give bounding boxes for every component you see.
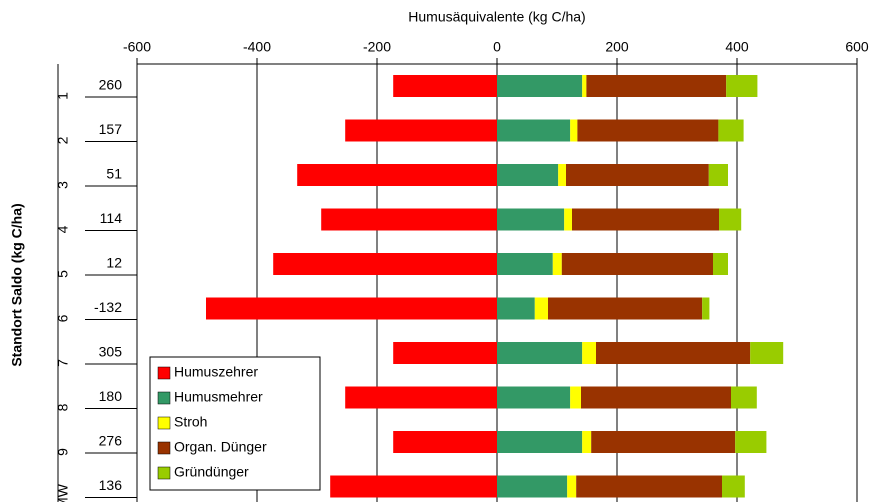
saldo-label: 260 bbox=[99, 77, 123, 93]
bar-segment bbox=[393, 431, 497, 453]
x-axis-title: Humusäquivalente (kg C/ha) bbox=[408, 9, 585, 25]
saldo-label: 305 bbox=[99, 344, 123, 360]
x-tick-label: 600 bbox=[845, 39, 869, 55]
legend-label: Organ. Dünger bbox=[174, 439, 267, 455]
bar-segment bbox=[722, 475, 745, 498]
bar-segment bbox=[206, 297, 497, 320]
saldo-label: 180 bbox=[99, 388, 123, 404]
bar-segment bbox=[497, 431, 583, 453]
bar-segment bbox=[330, 475, 497, 498]
bar-segment bbox=[497, 253, 553, 275]
bar-segment bbox=[570, 119, 578, 142]
bar-segment bbox=[321, 208, 497, 231]
bar-segment bbox=[582, 75, 587, 97]
legend-swatch bbox=[157, 441, 171, 455]
category-label: 1 bbox=[55, 92, 71, 100]
bar-segment bbox=[713, 253, 728, 275]
bar-segment bbox=[582, 342, 596, 364]
x-tick-label: -400 bbox=[243, 39, 271, 55]
category-label: 6 bbox=[55, 314, 71, 322]
bar-segment bbox=[708, 164, 728, 186]
bar-segment bbox=[719, 208, 742, 231]
category-label: 8 bbox=[55, 403, 71, 411]
bar-segment bbox=[548, 297, 703, 320]
x-tick-label: 0 bbox=[493, 39, 501, 55]
bar-segment bbox=[750, 342, 784, 364]
bar-segment bbox=[497, 386, 571, 409]
saldo-label: -132 bbox=[94, 299, 122, 315]
bar-segment bbox=[497, 119, 571, 142]
bar-segment bbox=[345, 386, 497, 409]
bar-segment bbox=[726, 75, 758, 97]
bar-segment bbox=[497, 208, 565, 231]
bar-segment bbox=[497, 297, 535, 320]
bar-segment bbox=[345, 119, 497, 142]
saldo-label: 51 bbox=[106, 166, 122, 182]
bar-segment bbox=[558, 164, 566, 186]
x-tick-label: -200 bbox=[363, 39, 391, 55]
bar-segment bbox=[731, 386, 757, 409]
bar-segment bbox=[566, 164, 709, 186]
saldo-label: 157 bbox=[99, 121, 123, 137]
legend-label: Humuszehrer bbox=[174, 364, 258, 380]
legend-swatch bbox=[157, 466, 171, 480]
legend-box bbox=[149, 356, 321, 491]
bar-segment bbox=[718, 119, 744, 142]
saldo-label: 114 bbox=[100, 210, 123, 226]
bar-segment bbox=[572, 208, 719, 231]
category-label: 3 bbox=[55, 181, 71, 189]
bar-segment bbox=[393, 75, 497, 97]
bar-segment bbox=[497, 75, 583, 97]
saldo-label: 276 bbox=[99, 433, 123, 449]
bar-segment bbox=[567, 475, 577, 498]
legend-swatch bbox=[157, 391, 171, 405]
bar-segment bbox=[591, 431, 736, 453]
bar-segment bbox=[497, 475, 568, 498]
bar-segment bbox=[534, 297, 548, 320]
category-label: 5 bbox=[55, 270, 71, 278]
category-label: MW bbox=[55, 483, 71, 502]
category-label: 9 bbox=[55, 448, 71, 456]
category-label: 2 bbox=[55, 136, 71, 144]
bar-segment bbox=[393, 342, 497, 364]
saldo-label: 136 bbox=[99, 477, 123, 493]
bar-segment bbox=[497, 342, 583, 364]
bar-segment bbox=[297, 164, 497, 186]
bar-segment bbox=[581, 386, 731, 409]
bar-segment bbox=[552, 253, 562, 275]
bar-segment bbox=[577, 119, 719, 142]
x-tick-label: 200 bbox=[605, 39, 629, 55]
y-axis-title: Standort Saldo (kg C/ha) bbox=[9, 203, 25, 366]
bar-segment bbox=[570, 386, 581, 409]
bar-segment bbox=[582, 431, 592, 453]
legend-label: Gründünger bbox=[174, 464, 249, 480]
bar-segment bbox=[497, 164, 559, 186]
saldo-label: 12 bbox=[106, 255, 122, 271]
legend-swatch bbox=[157, 366, 171, 380]
category-label: 4 bbox=[55, 225, 71, 233]
legend-label: Stroh bbox=[174, 414, 207, 430]
bar-segment bbox=[735, 431, 767, 453]
bar-segment bbox=[561, 253, 713, 275]
bar-segment bbox=[586, 75, 727, 97]
bar-segment bbox=[596, 342, 751, 364]
x-tick-label: 400 bbox=[725, 39, 749, 55]
category-label: 7 bbox=[55, 359, 71, 367]
x-tick-label: -600 bbox=[123, 39, 151, 55]
legend-swatch bbox=[157, 416, 171, 430]
legend-label: Humusmehrer bbox=[174, 389, 263, 405]
bar-segment bbox=[576, 475, 722, 498]
bar-segment bbox=[564, 208, 572, 231]
bar-segment bbox=[702, 297, 710, 320]
bar-segment bbox=[273, 253, 497, 275]
